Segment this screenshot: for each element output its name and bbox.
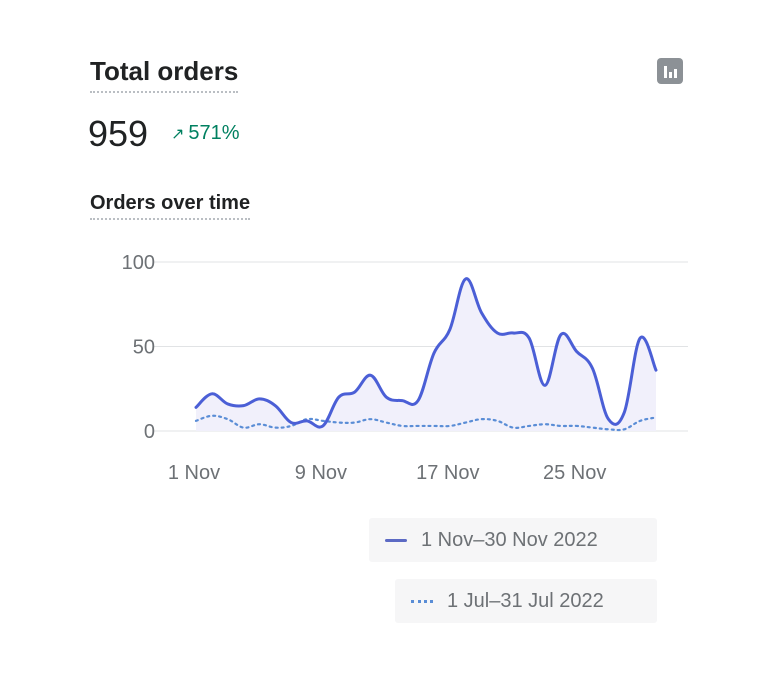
bar-chart-icon[interactable]: [657, 58, 683, 84]
change-percent: 571%: [188, 122, 240, 144]
legend-swatch-solid: [385, 538, 407, 542]
previous-series-line: [194, 414, 658, 432]
legend-item-previous[interactable]: 1 Jul–31 Jul 2022: [395, 579, 657, 623]
chart-subtitle[interactable]: Orders over time: [90, 192, 251, 220]
x-tick-label: 17 Nov: [416, 462, 479, 484]
current-series-line: [194, 277, 658, 429]
legend-label-previous: 1 Jul–31 Jul 2022: [447, 589, 604, 612]
legend-swatch-dotted: [411, 599, 433, 603]
current-series-area: [196, 278, 656, 431]
x-tick-label: 9 Nov: [295, 462, 347, 484]
change-badge: ↗ 571%: [171, 122, 240, 145]
y-tick-label: 50: [133, 337, 155, 359]
card-title[interactable]: Total orders: [90, 56, 239, 93]
x-tick-label: 25 Nov: [543, 462, 606, 484]
x-tick-label: 1 Nov: [168, 462, 220, 484]
arrow-up-right-icon: ↗: [171, 126, 185, 143]
y-tick-label: 100: [122, 252, 155, 274]
legend-label-current: 1 Nov–30 Nov 2022: [421, 528, 598, 551]
total-orders-value: 959: [88, 113, 149, 154]
legend-item-current[interactable]: 1 Nov–30 Nov 2022: [369, 518, 657, 562]
y-tick-label: 0: [144, 421, 155, 443]
